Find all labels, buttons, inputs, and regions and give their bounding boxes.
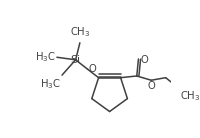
Text: CH$_3$: CH$_3$ [70, 26, 91, 39]
Text: CH$_3$: CH$_3$ [180, 89, 200, 103]
Text: H$_3$C: H$_3$C [35, 50, 56, 64]
Text: O: O [147, 81, 155, 91]
Text: Si: Si [71, 55, 81, 65]
Text: O: O [88, 64, 96, 74]
Text: O: O [140, 55, 148, 65]
Text: H$_3$C: H$_3$C [40, 77, 60, 91]
